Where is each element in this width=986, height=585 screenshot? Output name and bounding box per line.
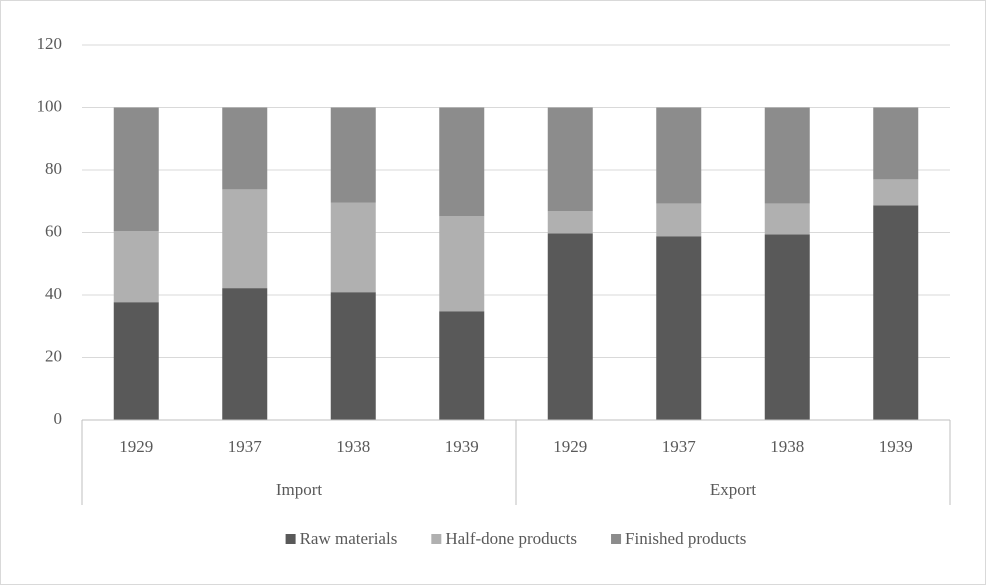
bar-segment (547, 107, 593, 212)
legend-label: Half-done products (445, 529, 577, 548)
group-label: Import (276, 480, 323, 499)
y-tick-label: 120 (37, 34, 63, 53)
legend-label: Raw materials (300, 529, 398, 548)
bar-segment (656, 203, 702, 237)
bar-segment (764, 107, 810, 204)
legend-label: Finished products (625, 529, 746, 548)
y-tick-label: 20 (45, 346, 62, 365)
bar-segment (656, 236, 702, 420)
bar-segment (222, 189, 268, 289)
y-tick-label: 100 (37, 96, 63, 115)
x-tick-label: 1937 (662, 437, 697, 456)
bar-segment (330, 107, 376, 203)
bar-segment (439, 311, 485, 420)
x-tick-label: 1938 (770, 437, 804, 456)
bar-segment (764, 234, 810, 420)
legend-swatch (285, 534, 296, 544)
x-tick-label: 1938 (336, 437, 370, 456)
bar-segment (764, 203, 810, 235)
bar-segment (873, 205, 919, 420)
x-tick-label: 1929 (553, 437, 587, 456)
y-tick-label: 40 (45, 284, 62, 303)
bar-segment (222, 107, 268, 190)
x-tick-label: 1939 (445, 437, 479, 456)
bar-segment (113, 107, 159, 232)
y-tick-label: 80 (45, 159, 62, 178)
x-tick-label: 1929 (119, 437, 153, 456)
legend-swatch (611, 534, 622, 544)
bar-segment (439, 216, 485, 312)
y-tick-label: 60 (45, 221, 62, 240)
bar-segment (222, 288, 268, 420)
bar-segment (547, 233, 593, 420)
bar-segment (113, 302, 159, 420)
bar-segment (873, 179, 919, 206)
x-tick-label: 1939 (879, 437, 913, 456)
bar-segment (439, 107, 485, 217)
group-label: Export (710, 480, 757, 499)
x-tick-label: 1937 (228, 437, 263, 456)
bar-segment (547, 211, 593, 234)
bar-segment (656, 107, 702, 204)
bar-segment (113, 231, 159, 303)
y-tick-label: 0 (54, 409, 63, 428)
bar-segment (330, 202, 376, 293)
bar-segment (330, 292, 376, 420)
legend-swatch (431, 534, 442, 544)
bar-segment (873, 107, 919, 180)
